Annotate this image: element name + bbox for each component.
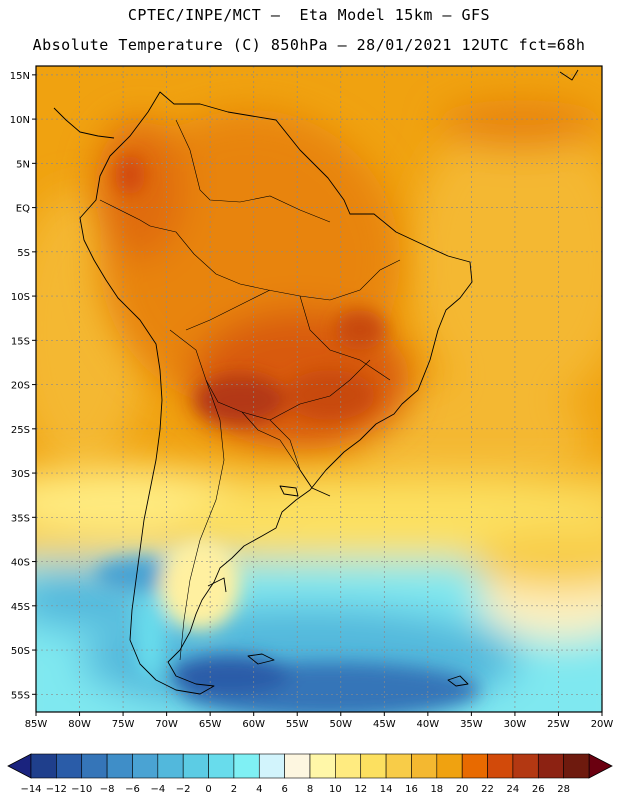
colorbar-swatch (309, 753, 336, 779)
colorbar-label: 10 (329, 784, 342, 795)
colorbar-swatch (56, 753, 83, 779)
lon-tick-label: 25W (547, 719, 570, 730)
lat-tick-label: 15S (11, 336, 30, 347)
colorbar-swatch (106, 753, 133, 779)
colorbar: −14 −12 −10 −8 −6 −4 −2 0 2 4 6 8 10 12 14 16 18 20 22 24 26… (7, 753, 613, 795)
temperature-field (36, 66, 602, 712)
colorbar-label: −10 (71, 784, 92, 795)
lat-tick-label: 30S (11, 469, 30, 480)
lat-tick-label: EQ (16, 204, 30, 215)
country-borders (99, 119, 401, 661)
colorbar-label: −14 (20, 784, 41, 795)
lon-tick-label: 45W (373, 719, 396, 730)
lat-tick-label: 45S (11, 602, 30, 613)
colorbar-swatch (258, 753, 285, 779)
colorbar-swatch (233, 753, 260, 779)
colorbar-label: −12 (46, 784, 67, 795)
map-subtitle: Absolute Temperature (C) 850hPa – 28/01/… (32, 36, 586, 54)
colorbar-swatch (537, 753, 564, 779)
lat-tick-label: 20S (11, 381, 30, 392)
colorbar-label: −2 (176, 784, 191, 795)
lon-tick-label: 70W (155, 719, 178, 730)
lon-tick-label: 40W (417, 719, 440, 730)
lon-tick-label: 35W (460, 719, 483, 730)
lat-tick-label: 5S (17, 248, 30, 259)
colorbar-swatch (411, 753, 438, 779)
colorbar-label: 6 (281, 784, 287, 795)
colorbar-swatch (461, 753, 488, 779)
colorbar-label: 4 (256, 784, 262, 795)
lat-tick-label: 10S (11, 292, 30, 303)
lon-tick-label: 65W (199, 719, 222, 730)
lon-tick-label: 75W (112, 719, 135, 730)
colorbar-label: 12 (354, 784, 367, 795)
colorbar-swatch (157, 753, 184, 779)
colorbar-label: 2 (231, 784, 237, 795)
lon-tick-label: 80W (68, 719, 91, 730)
lat-tick-label: 50S (11, 646, 30, 657)
lon-tick-label: 50W (329, 719, 352, 730)
colorbar-label: 8 (307, 784, 313, 795)
lat-tick-label: 55S (11, 690, 30, 701)
lon-tick-label: 60W (242, 719, 265, 730)
colorbar-label: 26 (532, 784, 545, 795)
lat-tick-label: 5N (16, 159, 30, 170)
colorbar-swatch (360, 753, 387, 779)
colorbar-swatch (132, 753, 159, 779)
lat-tick-label: 10N (10, 115, 30, 126)
colorbar-swatch (81, 753, 108, 779)
colorbar-label: −4 (150, 784, 165, 795)
lon-tick-label: 55W (286, 719, 309, 730)
colorbar-swatch (512, 753, 539, 779)
colorbar-label: 24 (507, 784, 520, 795)
colorbar-swatch (487, 753, 514, 779)
lon-tick-label: 30W (504, 719, 527, 730)
colorbar-left-arrow (7, 753, 32, 779)
colorbar-swatch (182, 753, 209, 779)
colorbar-label: −8 (100, 784, 115, 795)
lon-tick-label: 85W (25, 719, 48, 730)
lat-tick-label: 35S (11, 513, 30, 524)
longitude-tick-labels: 85W 80W 75W 70W 65W 60W 55W 50W 45W 40W 35W 30W 25W 2… (25, 712, 614, 730)
map-title: CPTEC/INPE/MCT – Eta Model 15km – GFS (127, 6, 491, 24)
colorbar-swatch (563, 753, 590, 779)
colorbar-label: 14 (380, 784, 393, 795)
colorbar-label: −6 (125, 784, 140, 795)
plot-frame (35, 65, 603, 713)
colorbar-swatch (385, 753, 412, 779)
lat-tick-label: 15N (10, 71, 30, 82)
lat-tick-label: 25S (11, 425, 30, 436)
colorbar-right-arrow (588, 753, 613, 779)
colorbar-swatch (208, 753, 235, 779)
lat-lon-gridlines (36, 66, 602, 712)
colorbar-swatch (436, 753, 463, 779)
coastlines (53, 69, 579, 695)
colorbar-label: 20 (456, 784, 469, 795)
colorbar-label: 22 (481, 784, 494, 795)
colorbar-label: 18 (430, 784, 443, 795)
colorbar-swatch (284, 753, 311, 779)
colorbar-swatch (335, 753, 362, 779)
colorbar-swatch (30, 753, 57, 779)
colorbar-label: 0 (205, 784, 211, 795)
colorbar-label: 28 (557, 784, 570, 795)
lon-tick-label: 20W (591, 719, 614, 730)
latitude-tick-labels: 15N 10N 5N EQ 5S 10S 15S 20S 25S 30S 35S 40S 45S 50S 5… (10, 71, 36, 701)
colorbar-label: 16 (405, 784, 418, 795)
lat-tick-label: 40S (11, 558, 30, 569)
